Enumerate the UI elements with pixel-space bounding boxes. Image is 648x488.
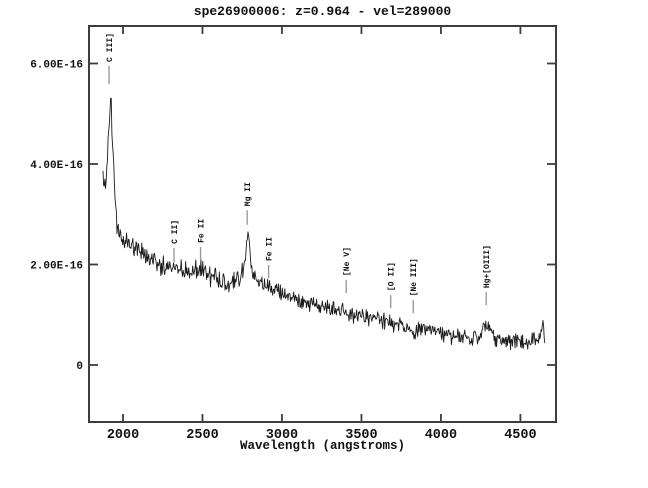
x-tick-label: 4000 [425,428,457,443]
spectral-line-label: Fe II [196,219,206,243]
y-tick-label: 2.00E-16 [30,261,83,273]
plot-frame [88,25,557,423]
plot-title: spe26900006: z=0.964 - vel=289000 [193,4,452,19]
x-tick-label: 2500 [186,428,218,443]
spectrum-trace [102,97,546,351]
spectral-line-label: [Ne III] [409,258,419,296]
spectral-line-label: Fe II [264,237,274,261]
y-tick-label: 0 [76,361,83,373]
spectral-line-label: C II] [170,220,180,244]
spectral-line-label: C III] [105,33,115,62]
spectral-line-label: Mg II [243,182,253,206]
x-tick-label: 3500 [345,428,377,443]
y-tick-label: 6.00E-16 [30,59,83,71]
spectral-line-label: [Ne V] [342,247,352,276]
y-tick-label: 4.00E-16 [30,160,83,172]
spectral-line-label: Hg+[OIII] [482,245,492,288]
x-tick-label: 3000 [266,428,298,443]
x-tick-label: 4500 [504,428,536,443]
spectral-line-label: [O II] [386,262,396,291]
x-tick-label: 2000 [107,428,139,443]
x-axis-title: Wavelength (angstroms) [239,439,406,453]
